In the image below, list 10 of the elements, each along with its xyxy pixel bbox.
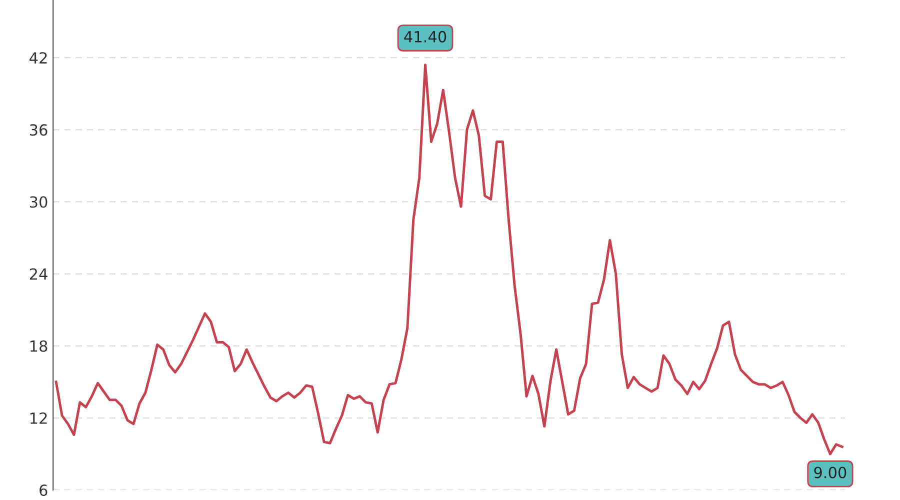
y-tick-label: 30 [30, 196, 48, 208]
y-tick-label: 24 [30, 268, 48, 280]
line-series [54, 64, 844, 456]
y-tick-label: 6 [40, 484, 48, 496]
y-tick-label: 12 [30, 412, 47, 424]
annotation: 9.00 [814, 466, 846, 478]
y-tick-label: 18 [30, 340, 48, 352]
y-tick-label: 42 [30, 52, 47, 64]
y-tick-label: 36 [30, 124, 48, 136]
annotation: 41.40 [404, 30, 446, 42]
